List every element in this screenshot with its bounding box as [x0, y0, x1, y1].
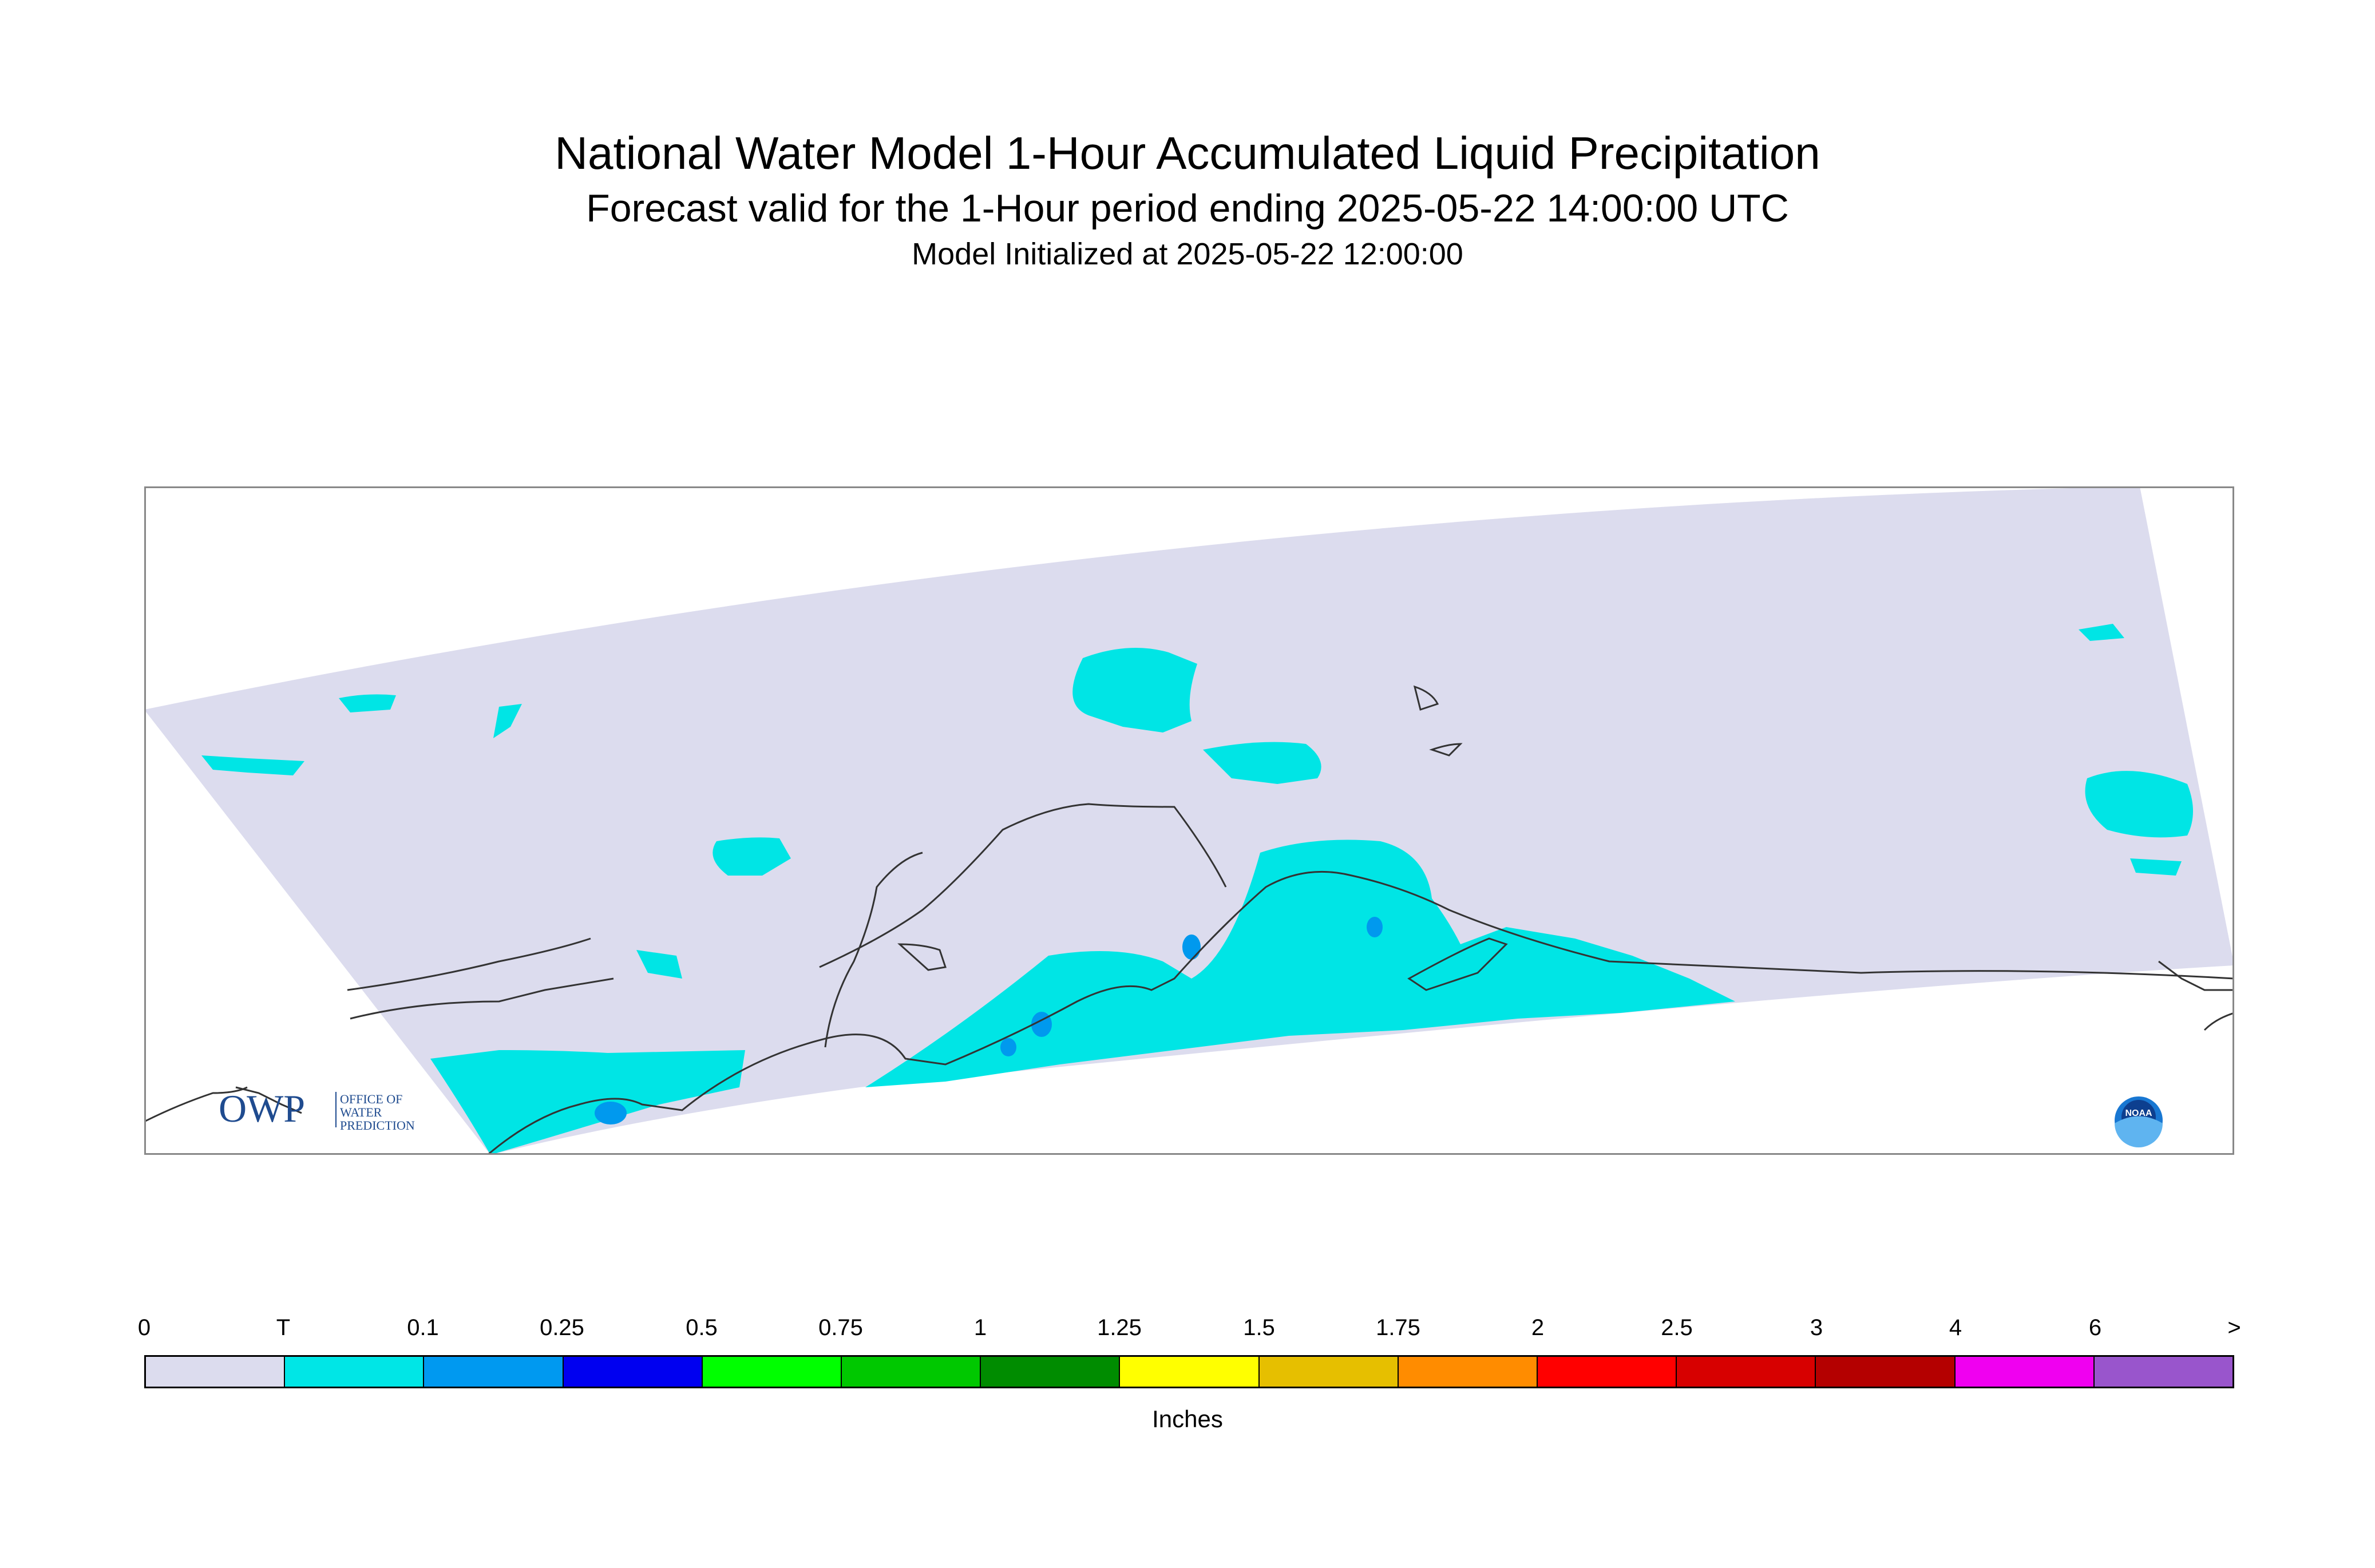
legend-label: 0.5 — [686, 1315, 718, 1340]
coastline-island-3 — [1413, 685, 1439, 711]
color-scale-swatch — [1955, 1357, 2095, 1387]
legend-label: 3 — [1810, 1315, 1823, 1340]
owp-logo: OWP OFFICE OF WATER PREDICTION — [219, 1087, 415, 1133]
coastline-inner-1 — [824, 852, 923, 1048]
coastline-east — [2158, 960, 2234, 991]
coastline-west-3 — [144, 1086, 248, 1123]
legend-label: > — [2227, 1315, 2241, 1340]
chart-title: National Water Model 1-Hour Accumulated … — [555, 128, 1820, 179]
color-scale-swatch — [424, 1357, 564, 1387]
precip-area-mid-1 — [712, 837, 791, 876]
precip-area-east-2 — [2079, 624, 2124, 641]
noaa-logo: NOAA — [2115, 1096, 2163, 1147]
noaa-logo-text: NOAA — [2125, 1108, 2152, 1118]
owp-logo-sub-3: PREDICTION — [340, 1118, 415, 1133]
color-scale-swatch — [146, 1357, 286, 1387]
precip-area-west-3 — [493, 704, 522, 738]
color-scale-swatch — [702, 1357, 842, 1387]
precip-area-north-1 — [1072, 648, 1197, 732]
coastline-east-2 — [2203, 1012, 2234, 1031]
color-scale-swatch — [1816, 1357, 1956, 1387]
precip-light-spot-3 — [1000, 1038, 1016, 1056]
legend-label: 1.75 — [1376, 1315, 1420, 1340]
model-init-text: Model Initialized at 2025-05-22 12:00:00 — [912, 237, 1463, 271]
precip-light-areas — [595, 917, 1383, 1124]
color-scale-swatch — [1398, 1357, 1538, 1387]
precip-light-spot-5 — [1367, 917, 1383, 937]
color-scale-swatch — [2094, 1357, 2233, 1387]
color-scale-swatch — [1259, 1357, 1399, 1387]
legend-label: 6 — [2088, 1315, 2102, 1340]
color-scale-swatch — [285, 1357, 425, 1387]
precip-area-mid-2 — [636, 950, 682, 979]
precip-area-kenai — [865, 840, 1735, 1087]
owp-logo-sub-1: OFFICE OF — [340, 1092, 402, 1106]
coastline-west-1 — [347, 937, 591, 991]
coastlines — [144, 685, 2234, 1155]
precip-light-spot-4 — [1182, 935, 1201, 960]
color-scale-bar — [144, 1355, 2234, 1388]
legend-label: 0 — [137, 1315, 151, 1340]
coastline-west-2 — [350, 977, 614, 1020]
precip-area-north-2 — [1203, 742, 1321, 784]
map-border — [144, 486, 2234, 1155]
color-scale-swatch — [842, 1357, 981, 1387]
legend-label: 0.1 — [407, 1315, 439, 1340]
color-scale-swatch — [1538, 1357, 1677, 1387]
legend-label: 2 — [1531, 1315, 1545, 1340]
coastline-main — [487, 870, 2234, 1155]
precip-area-east-1 — [2085, 771, 2193, 838]
coastline-north — [819, 803, 1227, 968]
precip-light-spot-1 — [595, 1102, 627, 1124]
precipitation-map: OWP OFFICE OF WATER PREDICTION NOAA — [144, 486, 2234, 1155]
legend-label: 2.5 — [1661, 1315, 1693, 1340]
legend-units-label: Inches — [1152, 1405, 1223, 1432]
legend-label: 1.5 — [1243, 1315, 1275, 1340]
chart-subtitle: Forecast valid for the 1-Hour period end… — [586, 187, 1789, 230]
legend-label: 0.75 — [818, 1315, 863, 1340]
precip-trace-areas — [201, 624, 2193, 1155]
legend-label: 0.25 — [540, 1315, 584, 1340]
color-scale-swatch — [981, 1357, 1121, 1387]
coastline-island-4 — [1429, 743, 1463, 757]
coastline-island-2 — [1407, 937, 1508, 991]
legend-label: 4 — [1949, 1315, 1962, 1340]
coastline-island-1 — [897, 943, 947, 971]
color-scale-swatch — [1677, 1357, 1816, 1387]
precip-area-west-2 — [201, 755, 304, 775]
model-domain-area — [144, 486, 2234, 1155]
precip-area-east-3 — [2130, 858, 2182, 876]
legend-label: T — [276, 1315, 291, 1340]
owp-logo-text: OWP — [219, 1087, 305, 1130]
owp-logo-sub-2: WATER — [340, 1105, 382, 1119]
color-scale-swatch — [1120, 1357, 1260, 1387]
precip-area-west-1 — [339, 694, 396, 712]
coastline-west-4 — [235, 1086, 302, 1114]
legend-label: 1 — [973, 1315, 987, 1340]
legend-label: 1.25 — [1097, 1315, 1142, 1340]
color-scale-swatch — [563, 1357, 703, 1387]
